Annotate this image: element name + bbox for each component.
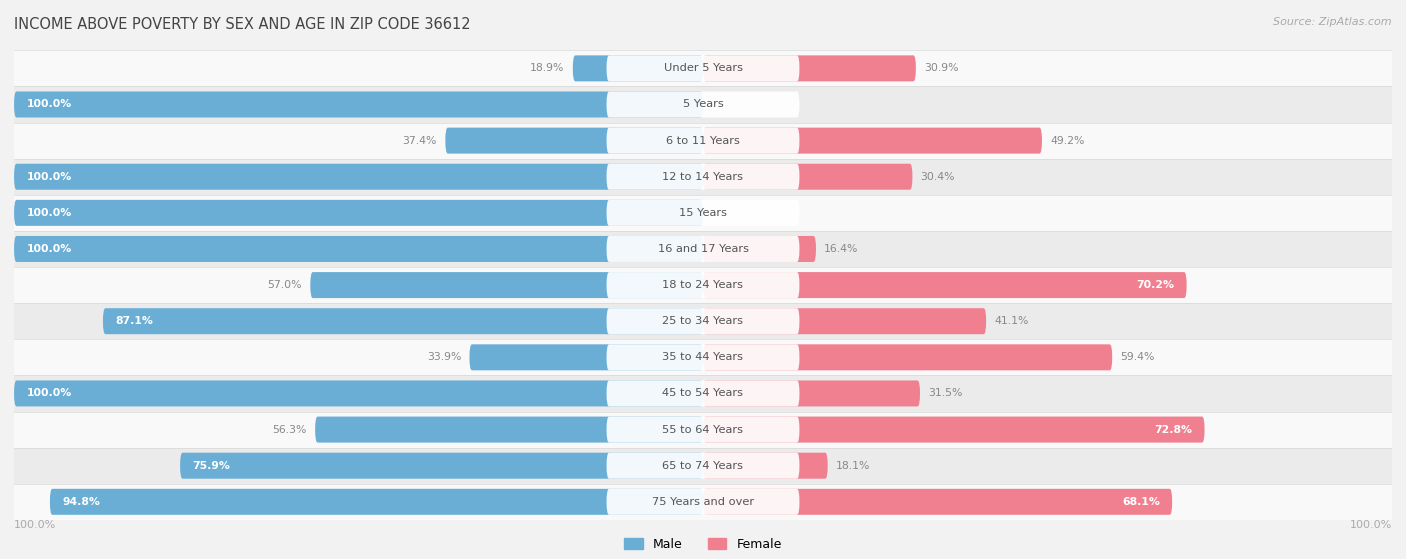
FancyBboxPatch shape [49, 489, 703, 515]
Bar [14, 376, 1392, 411]
Bar [14, 448, 1392, 484]
FancyBboxPatch shape [14, 164, 703, 190]
Text: 5 Years: 5 Years [683, 100, 723, 110]
Text: 12 to 14 Years: 12 to 14 Years [662, 172, 744, 182]
Text: 100.0%: 100.0% [27, 100, 72, 110]
Text: 100.0%: 100.0% [1350, 520, 1392, 530]
Text: 35 to 44 Years: 35 to 44 Years [662, 352, 744, 362]
Text: 94.8%: 94.8% [62, 497, 100, 507]
Bar [14, 87, 1392, 122]
FancyBboxPatch shape [703, 453, 828, 479]
Text: 65 to 74 Years: 65 to 74 Years [662, 461, 744, 471]
Text: 33.9%: 33.9% [427, 352, 461, 362]
Text: 15 Years: 15 Years [679, 208, 727, 218]
FancyBboxPatch shape [703, 308, 986, 334]
FancyBboxPatch shape [311, 272, 703, 298]
Text: 75 Years and over: 75 Years and over [652, 497, 754, 507]
Bar [14, 303, 1392, 339]
Text: Source: ZipAtlas.com: Source: ZipAtlas.com [1274, 17, 1392, 27]
FancyBboxPatch shape [14, 92, 703, 117]
Bar [14, 231, 1392, 267]
Text: 59.4%: 59.4% [1121, 352, 1154, 362]
FancyBboxPatch shape [315, 416, 703, 443]
Text: 18.9%: 18.9% [530, 63, 565, 73]
Text: Under 5 Years: Under 5 Years [664, 63, 742, 73]
Text: 68.1%: 68.1% [1122, 497, 1160, 507]
Text: 31.5%: 31.5% [928, 389, 963, 399]
FancyBboxPatch shape [14, 200, 703, 226]
Text: 72.8%: 72.8% [1154, 425, 1192, 434]
Text: 55 to 64 Years: 55 to 64 Years [662, 425, 744, 434]
FancyBboxPatch shape [572, 55, 703, 82]
Text: INCOME ABOVE POVERTY BY SEX AND AGE IN ZIP CODE 36612: INCOME ABOVE POVERTY BY SEX AND AGE IN Z… [14, 17, 471, 32]
Text: 100.0%: 100.0% [27, 172, 72, 182]
Text: 25 to 34 Years: 25 to 34 Years [662, 316, 744, 326]
FancyBboxPatch shape [703, 416, 1205, 443]
Bar [14, 195, 1392, 231]
Bar [14, 411, 1392, 448]
FancyBboxPatch shape [606, 381, 800, 406]
FancyBboxPatch shape [180, 453, 703, 479]
Bar [14, 159, 1392, 195]
FancyBboxPatch shape [606, 272, 800, 298]
Text: 45 to 54 Years: 45 to 54 Years [662, 389, 744, 399]
Text: 16.4%: 16.4% [824, 244, 859, 254]
Text: 30.9%: 30.9% [924, 63, 959, 73]
Text: 70.2%: 70.2% [1136, 280, 1174, 290]
FancyBboxPatch shape [446, 127, 703, 154]
FancyBboxPatch shape [606, 55, 800, 82]
FancyBboxPatch shape [606, 127, 800, 154]
FancyBboxPatch shape [14, 236, 703, 262]
Text: 37.4%: 37.4% [402, 136, 437, 145]
Text: 18 to 24 Years: 18 to 24 Years [662, 280, 744, 290]
Text: 75.9%: 75.9% [193, 461, 231, 471]
FancyBboxPatch shape [606, 92, 800, 117]
Bar [14, 267, 1392, 303]
FancyBboxPatch shape [606, 308, 800, 334]
Text: 56.3%: 56.3% [273, 425, 307, 434]
FancyBboxPatch shape [703, 55, 915, 82]
FancyBboxPatch shape [103, 308, 703, 334]
Text: 18.1%: 18.1% [837, 461, 870, 471]
Text: 100.0%: 100.0% [27, 389, 72, 399]
FancyBboxPatch shape [606, 200, 800, 226]
FancyBboxPatch shape [606, 344, 800, 370]
Text: 57.0%: 57.0% [267, 280, 302, 290]
FancyBboxPatch shape [606, 236, 800, 262]
Text: 16 and 17 Years: 16 and 17 Years [658, 244, 748, 254]
FancyBboxPatch shape [470, 344, 703, 370]
Bar [14, 50, 1392, 87]
Legend: Male, Female: Male, Female [619, 533, 787, 556]
FancyBboxPatch shape [14, 381, 703, 406]
Text: 100.0%: 100.0% [27, 244, 72, 254]
Text: 30.4%: 30.4% [921, 172, 955, 182]
Text: 87.1%: 87.1% [115, 316, 153, 326]
Text: 49.2%: 49.2% [1050, 136, 1084, 145]
FancyBboxPatch shape [606, 453, 800, 479]
FancyBboxPatch shape [606, 416, 800, 443]
Text: 41.1%: 41.1% [994, 316, 1029, 326]
FancyBboxPatch shape [606, 164, 800, 190]
Bar [14, 339, 1392, 376]
FancyBboxPatch shape [703, 164, 912, 190]
FancyBboxPatch shape [703, 272, 1187, 298]
Bar [14, 484, 1392, 520]
FancyBboxPatch shape [703, 236, 815, 262]
Bar [14, 122, 1392, 159]
FancyBboxPatch shape [703, 344, 1112, 370]
Text: 6 to 11 Years: 6 to 11 Years [666, 136, 740, 145]
FancyBboxPatch shape [606, 489, 800, 515]
Text: 100.0%: 100.0% [27, 208, 72, 218]
FancyBboxPatch shape [703, 381, 920, 406]
FancyBboxPatch shape [703, 489, 1173, 515]
FancyBboxPatch shape [703, 127, 1042, 154]
Text: 100.0%: 100.0% [14, 520, 56, 530]
